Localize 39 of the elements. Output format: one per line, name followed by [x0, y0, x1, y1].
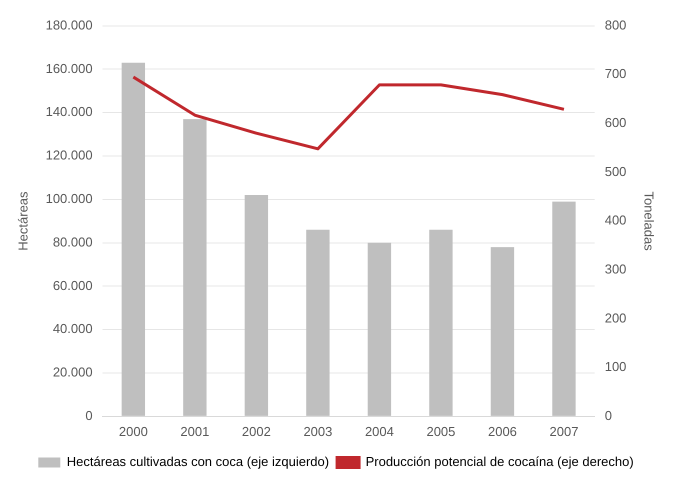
y-tick-label: 0: [85, 408, 93, 423]
x-tick-label: 2005: [426, 424, 456, 439]
y2-tick-label: 600: [604, 115, 626, 130]
x-tick-label: 2007: [549, 424, 578, 439]
y2-tick-label: 300: [604, 262, 626, 277]
x-tick-label: 2006: [488, 424, 517, 439]
y-tick-label: 20.000: [52, 364, 93, 380]
bar: [368, 242, 392, 416]
y2-tick-label: 700: [604, 66, 626, 82]
y2-tick-label: 800: [604, 17, 626, 32]
legend-label: Hectáreas cultivadas con coca (eje izquierdo): [66, 454, 330, 470]
legend-label: Producción potencial de cocaína (eje derecho): [366, 454, 634, 470]
bar: [122, 62, 146, 416]
bar: [490, 247, 514, 416]
y-tick-label: 80.000: [52, 234, 93, 250]
x-tick-label: 2002: [242, 424, 271, 439]
x-tick-label: 2004: [364, 424, 394, 439]
y-tick-label: 180.000: [46, 17, 93, 32]
y-tick-label: 140.000: [46, 104, 93, 120]
y-tick-label: 100.000: [46, 190, 93, 206]
bar: [552, 202, 576, 416]
y2-tick-label: 100: [604, 359, 626, 374]
y-tick-label: 160.000: [46, 60, 93, 76]
x-tick-label: 2001: [180, 424, 210, 439]
bar: [183, 119, 207, 416]
bar: [429, 230, 453, 416]
y2-tick-label: 0: [604, 408, 612, 423]
x-tick-label: 2003: [303, 424, 332, 439]
x-tick-label: 2000: [118, 424, 148, 439]
bar: [306, 230, 330, 416]
y2-tick-label: 500: [604, 164, 626, 179]
y-tick-label: 60.000: [52, 278, 93, 293]
y2-tick-label: 400: [604, 212, 626, 228]
y-axis-title: Hectáreas: [15, 190, 30, 251]
y2-tick-label: 200: [604, 310, 626, 326]
y-tick-label: 120.000: [46, 148, 93, 163]
y2-axis-title: Toneladas: [642, 191, 657, 252]
y-tick-label: 40.000: [52, 321, 93, 336]
bar: [244, 195, 268, 416]
